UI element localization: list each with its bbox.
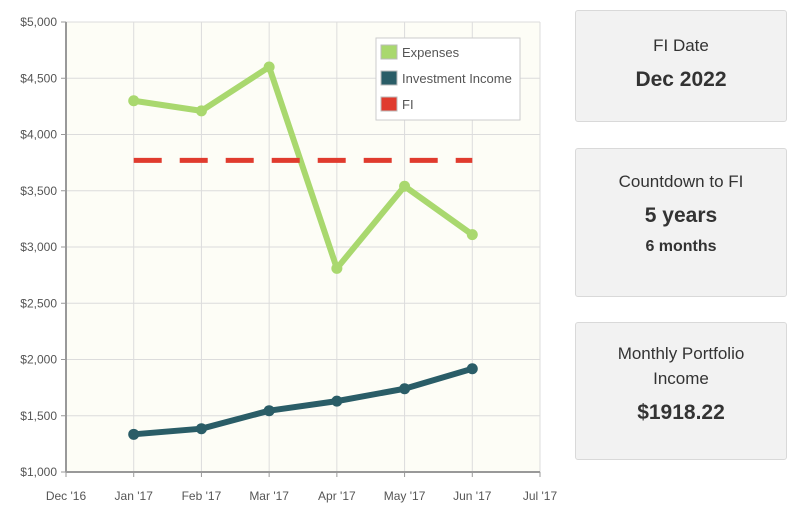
- x-tick-label: Dec '16: [46, 489, 87, 503]
- y-tick-label: $1,000: [20, 465, 57, 479]
- countdown-years: 5 years: [644, 204, 718, 227]
- investment-income-point: [466, 363, 478, 375]
- x-tick-label: Jan '17: [115, 489, 154, 503]
- x-tick-label: Apr '17: [318, 489, 356, 503]
- countdown-label: Countdown to FI: [618, 172, 744, 191]
- fi-date-card: FI Date Dec 2022: [575, 10, 787, 122]
- investment-income-point: [195, 423, 207, 435]
- fi-date-value: Dec 2022: [635, 68, 727, 91]
- y-tick-label: $4,500: [20, 71, 57, 85]
- expenses-point: [128, 95, 140, 107]
- y-tick-label: $1,500: [20, 409, 57, 423]
- portfolio-income-card: Monthly Portfolio Income $1918.22: [575, 322, 787, 460]
- expenses-point: [263, 61, 275, 73]
- y-tick-label: $3,000: [20, 240, 57, 254]
- x-tick-label: Jul '17: [523, 489, 558, 503]
- y-tick-label: $2,000: [20, 353, 57, 367]
- investment-income-point: [263, 405, 275, 417]
- portfolio-income-label: Monthly Portfolio Income: [617, 344, 745, 388]
- expenses-line: [130, 64, 476, 272]
- y-tick-label: $5,000: [20, 15, 57, 29]
- y-tick-label: $4,000: [20, 128, 57, 142]
- legend-swatch-investment-income: [380, 70, 398, 86]
- legend-label-investment-income: Investment Income: [402, 71, 512, 86]
- legend-label-fi: FI: [402, 97, 414, 112]
- countdown-months: 6 months: [645, 238, 717, 255]
- fi-date-label: FI Date: [653, 36, 709, 55]
- expenses-point: [195, 105, 207, 117]
- legend-label-expenses: Expenses: [402, 45, 460, 60]
- legend-swatch-expenses: [380, 44, 398, 60]
- line-chart: $1,000 $1,500 $2,000 $2,500 $3,000 $3,500 $4,0…: [20, 15, 558, 503]
- countdown-card: Countdown to FI 5 years 6 months: [575, 148, 787, 297]
- expenses-point: [399, 180, 411, 192]
- investment-income-point: [128, 428, 140, 440]
- legend-box: [375, 37, 521, 121]
- investment-income-point: [331, 395, 343, 407]
- legend-swatch-fi: [380, 96, 398, 112]
- x-tick-label: Jun '17: [453, 489, 492, 503]
- chart-svg: $1,000 $1,500 $2,000 $2,500 $3,000 $3,500 $4,0…: [20, 15, 558, 503]
- y-tick-label: $3,500: [20, 184, 57, 198]
- y-tick-label: $2,500: [20, 296, 57, 310]
- investment-income-line: [130, 365, 476, 438]
- expenses-point: [331, 262, 343, 274]
- portfolio-income-value: $1918.22: [637, 401, 725, 424]
- x-tick-label: Mar '17: [249, 489, 289, 503]
- x-tick-label: May '17: [384, 489, 426, 503]
- x-tick-label: Feb '17: [182, 489, 222, 503]
- investment-income-point: [399, 383, 411, 395]
- expenses-point: [466, 229, 478, 241]
